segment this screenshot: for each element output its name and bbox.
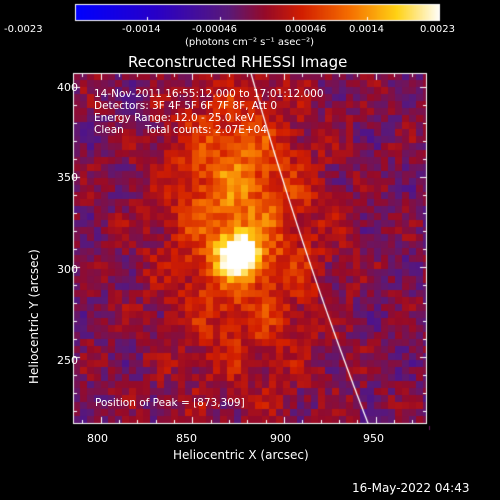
x-tick-label: 950 (363, 432, 384, 445)
y-tick-label: 250 (57, 354, 78, 367)
y-tick-label: 300 (57, 263, 78, 276)
x-tick-label: 850 (176, 432, 197, 445)
colorbar-unit-label: (photons cm⁻² s⁻¹ asec⁻²) (185, 37, 315, 48)
footer-timestamp: 16-May-2022 04:43 (352, 481, 470, 495)
colorbar-tick-label: -0.0023 (4, 24, 43, 35)
y-axis-label: Heliocentric Y (arcsec) (27, 249, 41, 384)
y-tick-label: 350 (57, 171, 78, 184)
colorbar-tick-label: 0.0014 (349, 24, 384, 35)
colorbar-tick-label: 0.0023 (420, 24, 455, 35)
colorbar-tick-label: -0.00046 (192, 24, 237, 35)
x-tick-label: 900 (270, 432, 291, 445)
x-axis-label: Heliocentric X (arcsec) (173, 448, 309, 462)
colorbar-tick-label: -0.0014 (122, 24, 161, 35)
y-tick-label: 400 (57, 81, 78, 94)
plot-title: Reconstructed RHESSI Image (128, 53, 348, 71)
peak-position-text: Position of Peak = [873,309] (95, 397, 245, 409)
time-range-text: 14-Nov-2011 16:55:12.000 to 17:01:12.000 (94, 88, 324, 100)
total-counts-text: Total counts: 2.07E+04 (145, 124, 268, 136)
algorithm-text: Clean (94, 124, 124, 136)
colorbar-tick-label: 0.00046 (285, 24, 327, 35)
energy-range-text: Energy Range: 12.0 - 25.0 keV (94, 112, 255, 124)
detectors-text: Detectors: 3F 4F 5F 6F 7F 8F, Att 0 (94, 100, 278, 112)
x-tick-label: 800 (87, 432, 108, 445)
